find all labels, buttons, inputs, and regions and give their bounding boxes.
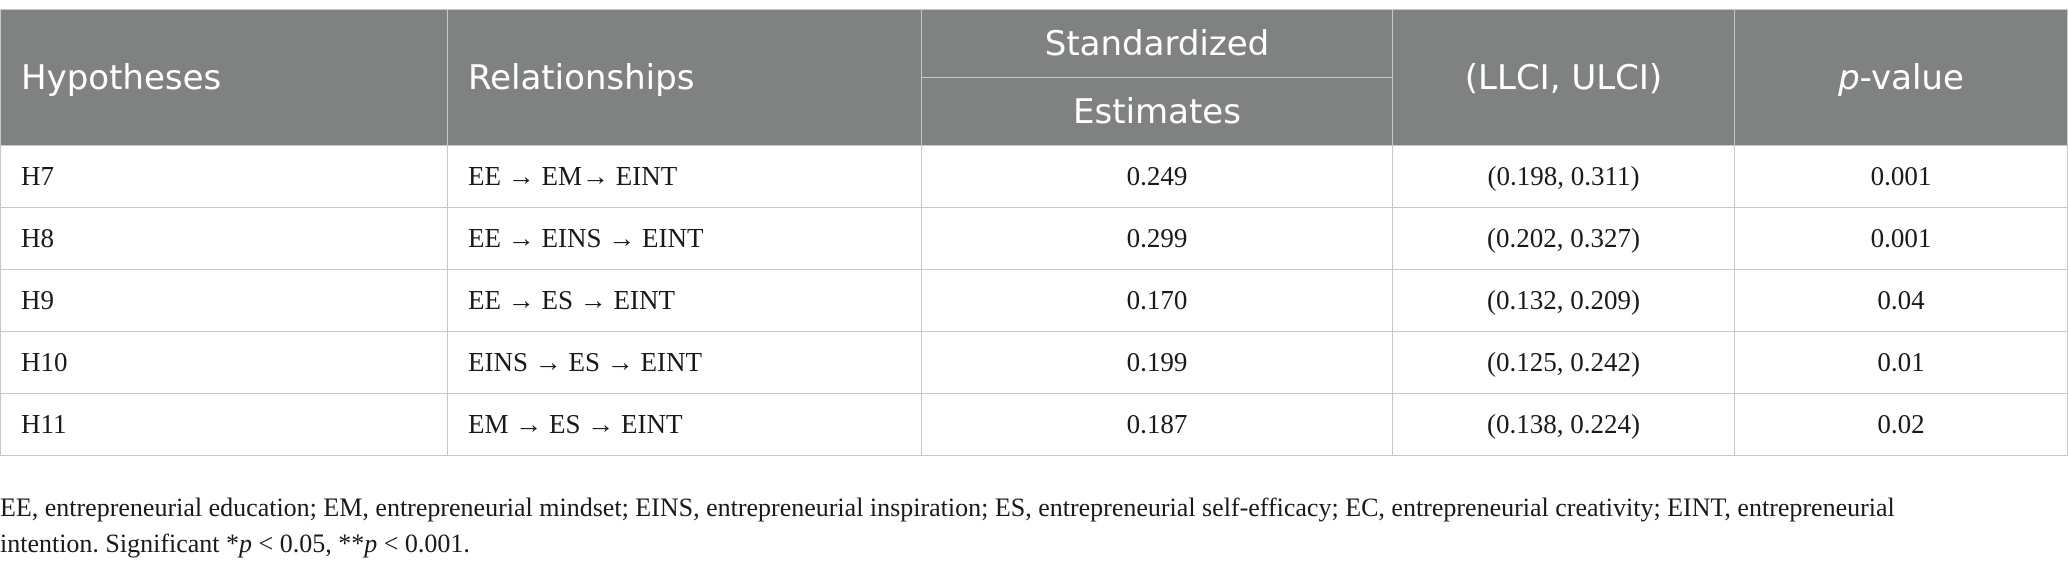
cell-p-value: 0.01: [1734, 331, 2068, 394]
table-footnote: EE, entrepreneurial education; EM, entre…: [0, 490, 2000, 562]
footnote-significance-prefix: intention. Significant *: [0, 529, 240, 558]
cell-relationship: EE → EM→ EINT: [447, 145, 922, 208]
cell-estimate: 0.249: [921, 145, 1393, 208]
cell-relationship: EINS → ES → EINT: [447, 331, 922, 394]
header-row-2: Estimates: [1, 77, 2068, 146]
cell-ci: (0.138, 0.224): [1392, 393, 1735, 456]
header-standardized: Standardized: [921, 9, 1393, 78]
cell-ci: (0.198, 0.311): [1392, 145, 1735, 208]
header-ci: (LLCI, ULCI): [1392, 9, 1735, 146]
table-row: H7 EE → EM→ EINT 0.249 (0.198, 0.311) 0.…: [0, 145, 2068, 208]
header-p-value: p-value: [1734, 9, 2068, 146]
cell-hypothesis: H8: [0, 207, 448, 270]
footnote-threshold-2: < 0.001.: [377, 529, 470, 558]
cell-p-value: 0.04: [1734, 269, 2068, 332]
results-table-container: Hypotheses Relationships Standardized (L…: [0, 9, 2068, 456]
header-relationships: Relationships: [447, 9, 922, 146]
footnote-line-1: EE, entrepreneurial education; EM, entre…: [0, 493, 1895, 522]
cell-estimate: 0.299: [921, 207, 1393, 270]
header-p-italic: p: [1838, 57, 1860, 98]
footnote-threshold-1: < 0.05, **: [252, 529, 365, 558]
header-hypotheses: Hypotheses: [0, 9, 448, 146]
cell-ci: (0.202, 0.327): [1392, 207, 1735, 270]
cell-estimate: 0.199: [921, 331, 1393, 394]
table-row: H10 EINS → ES → EINT 0.199 (0.125, 0.242…: [0, 331, 2068, 394]
cell-estimate: 0.187: [921, 393, 1393, 456]
header-estimates: Estimates: [921, 77, 1393, 146]
cell-ci: (0.125, 0.242): [1392, 331, 1735, 394]
cell-hypothesis: H9: [0, 269, 448, 332]
cell-ci: (0.132, 0.209): [1392, 269, 1735, 332]
table-row: H11 EM → ES → EINT 0.187 (0.138, 0.224) …: [0, 393, 2068, 456]
footnote-line-2: intention. Significant *p < 0.05, **p < …: [0, 526, 2000, 562]
cell-relationship: EM → ES → EINT: [447, 393, 922, 456]
header-row: Hypotheses Relationships Standardized (L…: [0, 9, 2068, 146]
footnote-p-symbol-2: p: [364, 529, 378, 558]
cell-p-value: 0.001: [1734, 145, 2068, 208]
table-row: H8 EE → EINS → EINT 0.299 (0.202, 0.327)…: [0, 207, 2068, 270]
cell-hypothesis: H7: [0, 145, 448, 208]
cell-p-value: 0.02: [1734, 393, 2068, 456]
cell-relationship: EE → ES → EINT: [447, 269, 922, 332]
cell-relationship: EE → EINS → EINT: [447, 207, 922, 270]
cell-estimate: 0.170: [921, 269, 1393, 332]
cell-p-value: 0.001: [1734, 207, 2068, 270]
table-row: H9 EE → ES → EINT 0.170 (0.132, 0.209) 0…: [0, 269, 2068, 332]
cell-hypothesis: H11: [0, 393, 448, 456]
header-p-rest: -value: [1859, 57, 1964, 98]
cell-hypothesis: H10: [0, 331, 448, 394]
results-table: Hypotheses Relationships Standardized (L…: [0, 9, 2068, 456]
footnote-p-symbol-1: p: [239, 529, 253, 558]
